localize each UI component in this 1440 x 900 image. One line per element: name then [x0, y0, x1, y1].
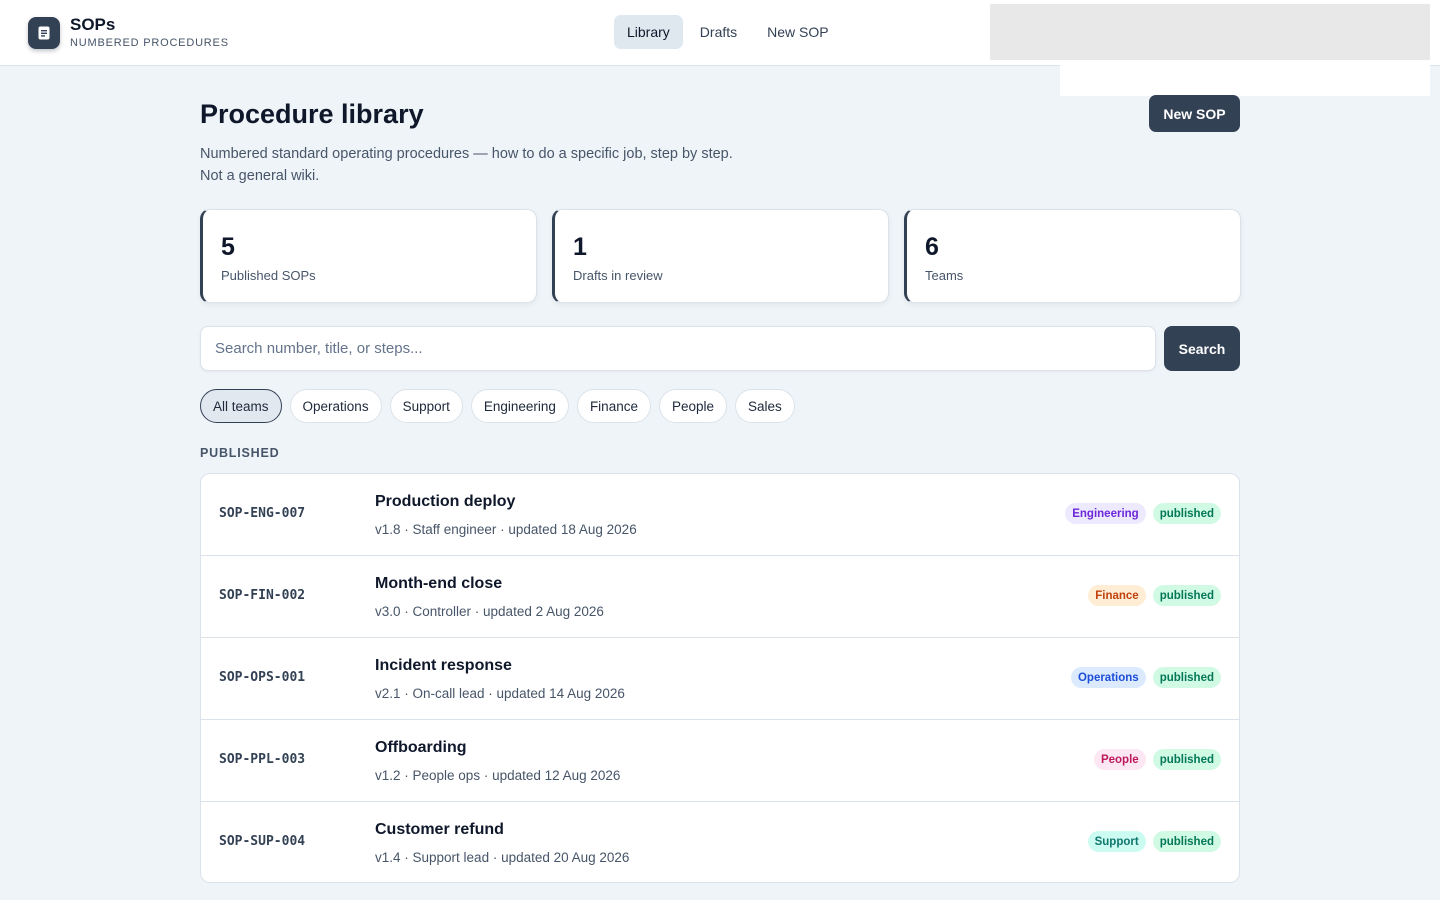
sop-meta: v3.0 · Controller · updated 2 Aug 2026: [375, 604, 604, 619]
stat-value: 1: [573, 233, 587, 261]
stat-value: 6: [925, 233, 939, 261]
sop-number: SOP-OPS-001: [219, 670, 306, 685]
status-badge: published: [1152, 667, 1221, 688]
brand-subtitle: NUMBERED PROCEDURES: [70, 37, 229, 49]
sop-title: Offboarding: [375, 739, 467, 756]
filter-all-teams[interactable]: All teams: [200, 389, 282, 423]
page-title: Procedure library: [200, 99, 424, 129]
redacted-panel: [1060, 60, 1430, 96]
stat-label: Teams: [925, 268, 964, 283]
status-badge: published: [1152, 831, 1221, 852]
sop-meta: v1.2 · People ops · updated 12 Aug 2026: [375, 768, 621, 783]
new-sop-button[interactable]: New SOP: [1149, 95, 1240, 132]
search-input[interactable]: [200, 326, 1156, 371]
status-badge: published: [1152, 503, 1221, 524]
redacted-area: [990, 4, 1430, 60]
nav-new-sop[interactable]: New SOP: [767, 24, 829, 40]
sop-row[interactable]: SOP-FIN-002 Month-end close v3.0 · Contr…: [201, 556, 1239, 638]
sop-number: SOP-PPL-003: [219, 752, 306, 767]
stats-row: 5 Published SOPs 1 Drafts in review 6 Te…: [200, 209, 1241, 303]
sop-badges: Engineering published: [1065, 503, 1221, 524]
sop-title: Customer refund: [375, 821, 504, 838]
filter-sales[interactable]: Sales: [735, 389, 795, 423]
status-badge: published: [1152, 749, 1221, 770]
nav-drafts[interactable]: Drafts: [699, 24, 738, 40]
sop-title: Incident response: [375, 657, 512, 674]
team-badge: People: [1093, 749, 1146, 770]
team-filters: All teams Operations Support Engineering…: [200, 389, 795, 423]
nav-library[interactable]: Library: [614, 15, 683, 49]
sop-meta: v1.8 · Staff engineer · updated 18 Aug 2…: [375, 522, 637, 537]
top-bar: SOPs NUMBERED PROCEDURES Library Drafts …: [0, 0, 1440, 66]
stat-value: 5: [221, 233, 235, 261]
stat-label: Published SOPs: [221, 268, 316, 283]
main-nav: Library Drafts New SOP: [614, 15, 842, 49]
section-label-published: PUBLISHED: [200, 446, 280, 460]
search-button[interactable]: Search: [1164, 326, 1240, 371]
sop-row[interactable]: SOP-PPL-003 Offboarding v1.2 · People op…: [201, 720, 1239, 802]
stat-label: Drafts in review: [573, 268, 663, 283]
brand[interactable]: SOPs NUMBERED PROCEDURES: [28, 16, 229, 49]
sop-number: SOP-FIN-002: [219, 588, 306, 603]
stat-card-published: 5 Published SOPs: [200, 209, 537, 303]
sop-meta: v2.1 · On-call lead · updated 14 Aug 202…: [375, 686, 625, 701]
team-badge: Operations: [1070, 667, 1146, 688]
sop-row[interactable]: SOP-SUP-004 Customer refund v1.4 · Suppo…: [201, 802, 1239, 882]
sop-row[interactable]: SOP-ENG-007 Production deploy v1.8 · Sta…: [201, 474, 1239, 556]
filter-support[interactable]: Support: [389, 389, 463, 423]
sop-badges: Finance published: [1088, 585, 1221, 606]
team-badge: Finance: [1088, 585, 1146, 606]
brand-name: SOPs: [70, 15, 116, 34]
sop-number: SOP-ENG-007: [219, 506, 306, 521]
stat-card-teams: 6 Teams: [904, 209, 1241, 303]
sop-badges: People published: [1093, 749, 1221, 770]
filter-finance[interactable]: Finance: [576, 389, 651, 423]
filter-people[interactable]: People: [658, 389, 728, 423]
team-badge: Engineering: [1065, 503, 1146, 524]
sop-title: Month-end close: [375, 575, 503, 592]
sop-badges: Support published: [1087, 831, 1221, 852]
stat-card-drafts: 1 Drafts in review: [552, 209, 889, 303]
sop-meta: v1.4 · Support lead · updated 20 Aug 202…: [375, 850, 630, 865]
sop-title: Production deploy: [375, 493, 516, 510]
filter-engineering[interactable]: Engineering: [470, 389, 569, 423]
sop-list: SOP-ENG-007 Production deploy v1.8 · Sta…: [200, 473, 1240, 883]
status-badge: published: [1152, 585, 1221, 606]
document-icon: [28, 16, 60, 49]
sop-badges: Operations published: [1070, 667, 1221, 688]
sop-row[interactable]: SOP-OPS-001 Incident response v2.1 · On-…: [201, 638, 1239, 720]
team-badge: Support: [1087, 831, 1146, 852]
page-description: Numbered standard operating procedures —…: [200, 146, 733, 184]
filter-operations[interactable]: Operations: [289, 389, 382, 423]
sop-number: SOP-SUP-004: [219, 834, 306, 849]
